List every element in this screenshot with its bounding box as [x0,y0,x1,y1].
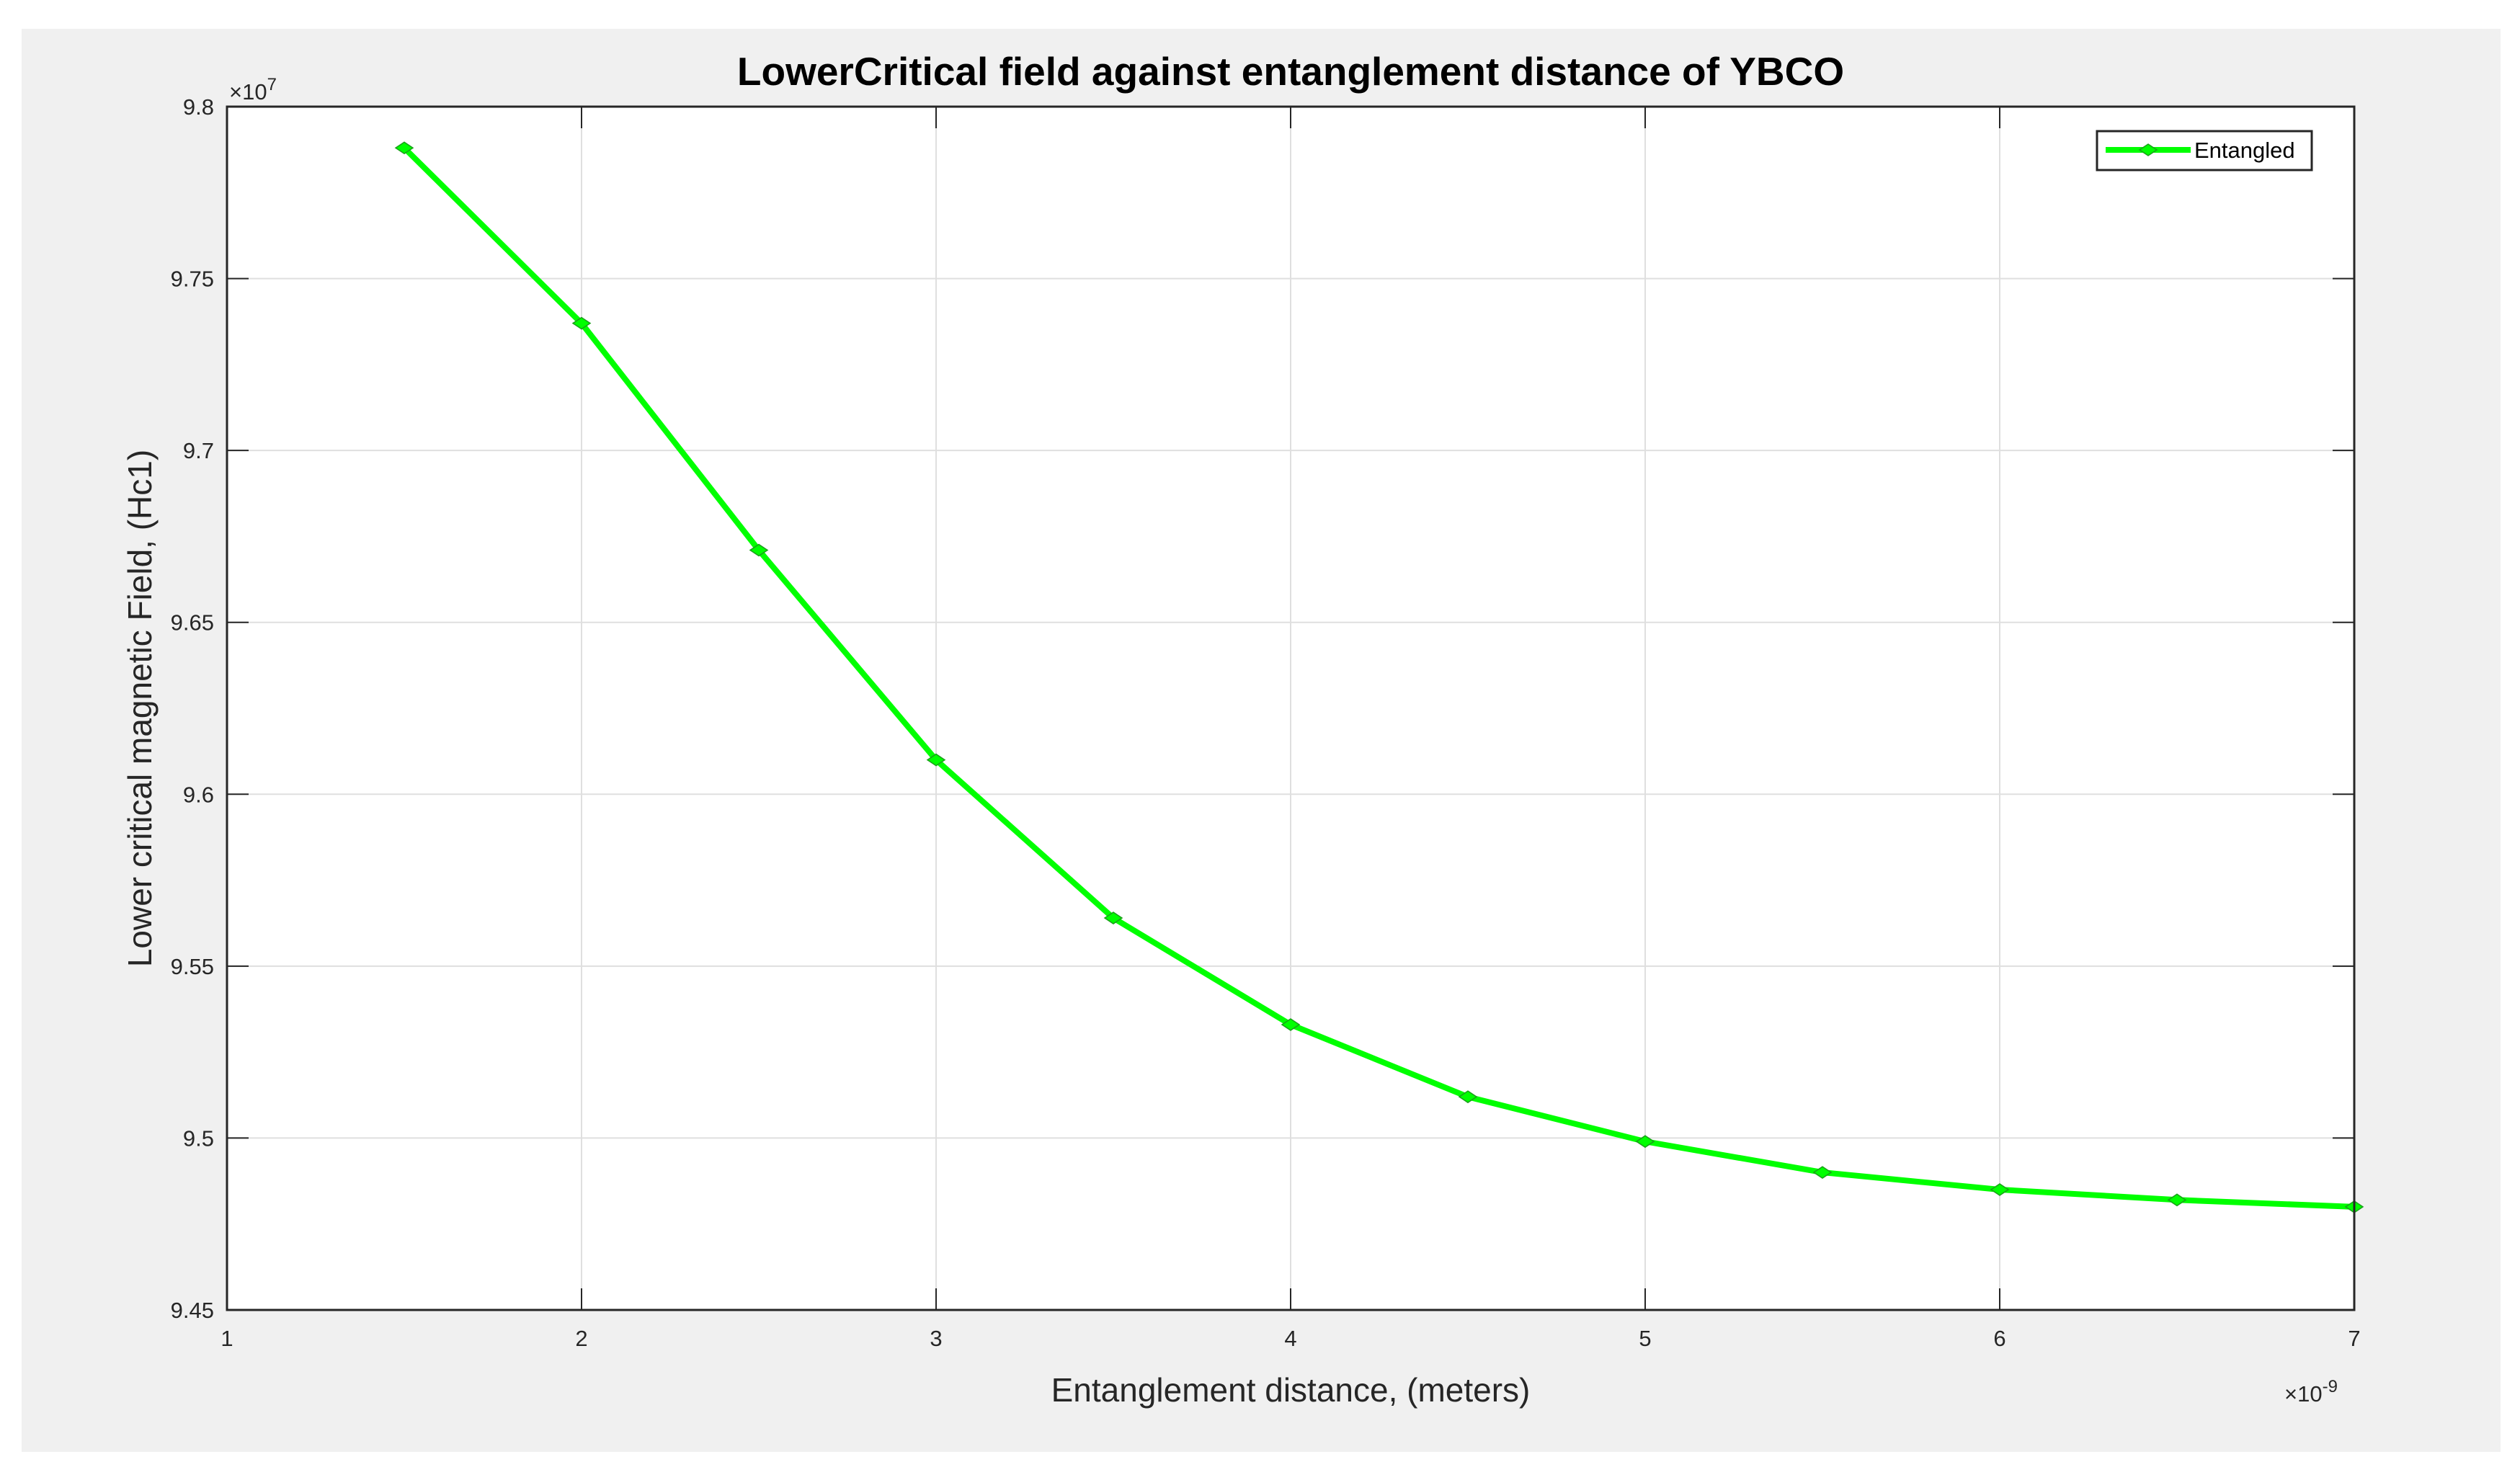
series-line-entangled [401,145,2357,1210]
legend: Entangled [2096,130,2313,171]
x-tick-label: 5 [1639,1326,1651,1351]
x-exponent-label: ×10-9 [2284,1377,2338,1407]
x-tick-label: 1 [221,1326,233,1351]
data-point-marker [571,316,592,330]
y-tick-label: 9.65 [171,610,214,636]
x-axis-label: Entanglement distance, (meters) [1051,1371,1531,1409]
data-point-marker [1281,1018,1301,1031]
y-exponent-label: ×107 [229,75,277,104]
x-tick-label: 4 [1284,1326,1296,1351]
y-tick-label: 9.5 [183,1125,214,1151]
data-point-marker [2167,1193,2187,1207]
x-tick-label: 3 [930,1326,942,1351]
data-point-marker [1458,1090,1478,1104]
y-tick-label: 9.45 [171,1298,214,1323]
x-tick-label: 7 [2348,1326,2360,1351]
data-point-marker [1635,1135,1655,1149]
data-point-marker [1812,1166,1833,1180]
data-point-marker [926,753,946,767]
y-tick-label: 9.55 [171,954,214,979]
series-layer [394,141,2364,1213]
x-tick-label: 2 [575,1326,587,1351]
data-point-marker [394,141,414,155]
y-tick-label: 9.8 [183,94,214,120]
plot-frame [226,105,2356,1311]
y-tick-label: 9.6 [183,782,214,807]
x-tick-label: 6 [1993,1326,2005,1351]
data-point-marker [1103,911,1123,924]
y-tick-label: 9.7 [183,438,214,463]
data-point-marker [1990,1183,2010,1196]
y-tick-label: 9.75 [171,267,214,292]
legend-entry: Entangled [2194,138,2295,163]
data-point-marker [749,543,769,557]
tick-labels: 1 2 3 4 5 6 7 9.45 9.5 9.55 9.6 9.65 9.7 9.75 9.8 [171,94,2361,1351]
y-axis-label: Lower critical magnetic Field, (Hc1) [121,450,159,967]
legend-marker [2138,143,2158,156]
chart-title: LowerCritical field against entanglement… [737,49,1844,94]
